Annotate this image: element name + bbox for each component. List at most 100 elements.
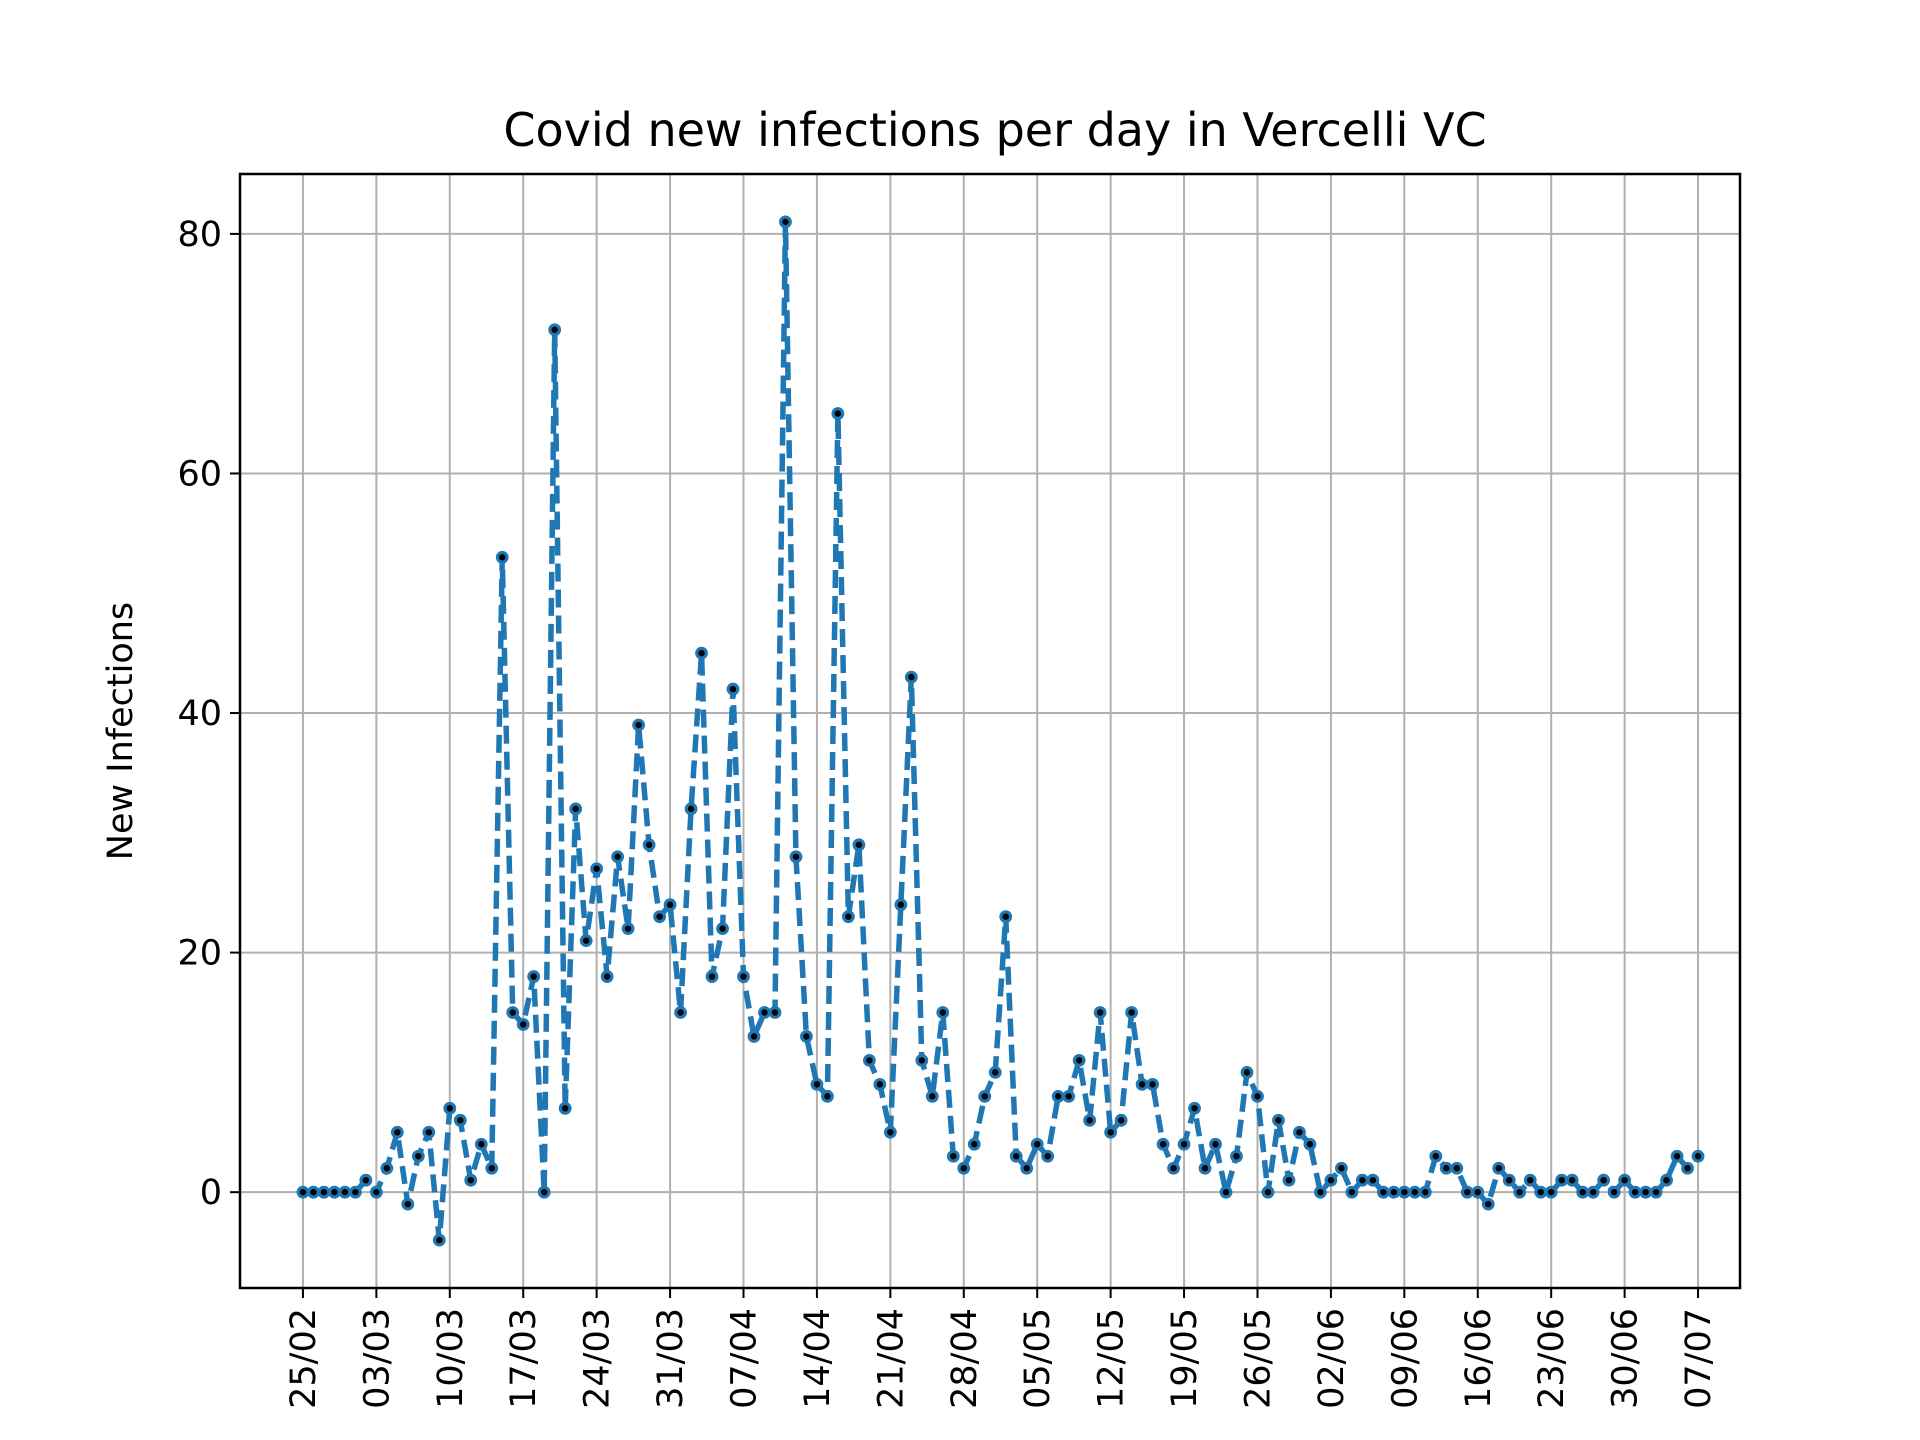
data-point — [1240, 1065, 1254, 1079]
data-point — [1544, 1185, 1558, 1199]
x-tick-label: 14/04 — [798, 1308, 838, 1409]
data-point — [1135, 1077, 1149, 1091]
data-point — [1691, 1149, 1705, 1163]
data-point — [307, 1185, 320, 1199]
data-point — [1293, 1125, 1306, 1139]
data-point — [1460, 1185, 1474, 1199]
data-point — [359, 1173, 373, 1187]
x-tick-label: 30/06 — [1606, 1308, 1646, 1409]
data-point — [800, 1030, 813, 1043]
data-point — [1198, 1161, 1212, 1175]
data-point — [1030, 1137, 1044, 1151]
data-point — [684, 802, 698, 816]
data-point — [558, 1101, 572, 1115]
data-point — [1114, 1113, 1128, 1127]
data-point — [411, 1149, 425, 1163]
data-point — [821, 1089, 834, 1103]
x-tick-label: 16/06 — [1459, 1308, 1499, 1409]
data-point — [946, 1149, 960, 1163]
y-axis: 0 20 40 60 80 — [177, 215, 240, 1213]
data-point — [1492, 1161, 1506, 1175]
data-point — [1020, 1161, 1034, 1175]
data-point — [495, 550, 509, 564]
data-point — [1230, 1149, 1243, 1163]
data-point — [485, 1161, 499, 1175]
x-tick-label: 07/04 — [724, 1308, 764, 1409]
data-point — [1324, 1173, 1338, 1187]
data-point — [1261, 1185, 1275, 1199]
data-point — [779, 215, 792, 229]
data-point — [1481, 1197, 1495, 1211]
data-point — [1156, 1137, 1170, 1151]
data-point — [611, 850, 625, 864]
data-point — [1565, 1173, 1579, 1187]
x-tick-label: 05/05 — [1018, 1308, 1058, 1409]
data-point — [1188, 1101, 1201, 1115]
data-point — [988, 1065, 1002, 1079]
data-point — [516, 1018, 530, 1031]
data-point — [527, 970, 541, 983]
data-point — [537, 1185, 551, 1199]
data-point — [1376, 1185, 1390, 1199]
data-point — [453, 1113, 467, 1127]
data-point — [1418, 1185, 1432, 1199]
data-point — [1681, 1161, 1694, 1175]
data-point — [1597, 1173, 1611, 1187]
data-point — [432, 1233, 446, 1247]
x-tick-label: 26/05 — [1238, 1308, 1278, 1409]
data-point — [569, 802, 583, 816]
data-point — [999, 910, 1013, 924]
data-point — [747, 1030, 761, 1043]
data-point — [852, 838, 866, 852]
x-tick-label: 17/03 — [504, 1308, 544, 1409]
data-point — [1660, 1173, 1673, 1187]
data-point — [1628, 1185, 1642, 1199]
data-point — [967, 1137, 981, 1151]
data-point — [1345, 1185, 1359, 1199]
data-point — [674, 1006, 687, 1019]
data-point — [1272, 1113, 1285, 1127]
data-point — [338, 1185, 352, 1199]
y-tick-label: 40 — [177, 694, 222, 734]
data-point — [632, 718, 646, 732]
data-point — [1083, 1113, 1097, 1127]
x-tick-label: 23/06 — [1532, 1308, 1572, 1409]
data-point — [1282, 1173, 1296, 1187]
data-point — [978, 1089, 992, 1103]
y-tick-label: 60 — [177, 454, 222, 494]
x-tick-label: 21/04 — [871, 1308, 911, 1409]
data-point — [1429, 1149, 1443, 1163]
data-point — [1251, 1089, 1264, 1103]
data-point — [1104, 1125, 1118, 1139]
data-point — [317, 1185, 331, 1199]
data-point — [663, 898, 677, 912]
data-point — [1093, 1006, 1107, 1019]
data-point — [705, 970, 719, 983]
data-point — [873, 1077, 887, 1091]
x-tick-label: 28/04 — [945, 1308, 985, 1409]
data-point — [1209, 1137, 1222, 1151]
data-points — [296, 215, 1705, 1247]
data-point — [831, 407, 845, 420]
data-point — [474, 1137, 488, 1151]
x-tick-label: 07/07 — [1679, 1308, 1719, 1409]
data-point — [464, 1173, 478, 1187]
chart-title: Covid new infections per day in Vercelli… — [503, 103, 1486, 157]
x-tick-label: 10/03 — [431, 1308, 471, 1409]
data-point — [1387, 1185, 1401, 1199]
data-point — [957, 1161, 971, 1175]
data-point — [369, 1185, 383, 1199]
data-point — [642, 838, 656, 852]
data-point — [1366, 1173, 1380, 1187]
data-point — [1439, 1161, 1453, 1175]
data-point — [1219, 1185, 1233, 1199]
data-point — [1397, 1185, 1411, 1199]
data-point — [328, 1185, 341, 1199]
data-point — [1009, 1149, 1023, 1163]
data-point — [1576, 1185, 1590, 1199]
data-point — [1450, 1161, 1464, 1175]
data-point — [401, 1197, 415, 1211]
data-point — [768, 1006, 782, 1019]
data-point — [1125, 1006, 1139, 1019]
